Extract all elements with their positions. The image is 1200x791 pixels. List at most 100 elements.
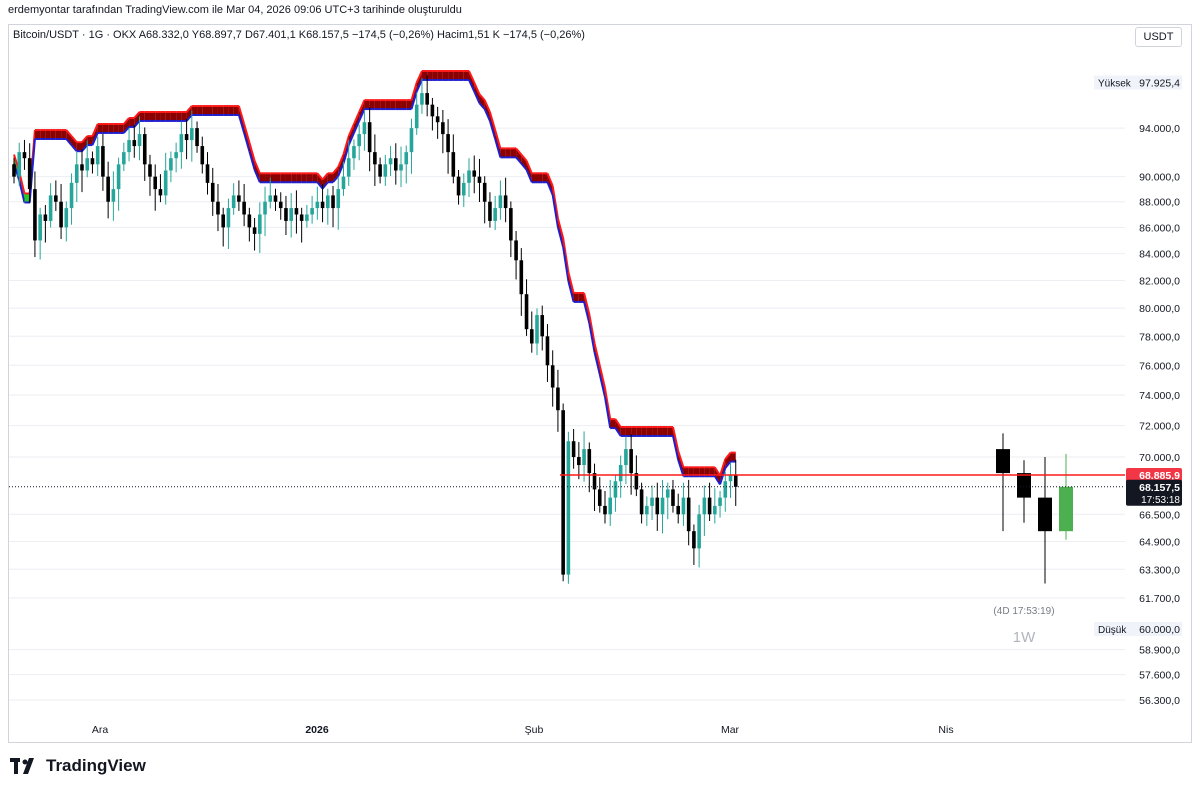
candle-body [493, 208, 497, 221]
candle-body [90, 158, 95, 165]
trend-cloud-segment [55, 130, 62, 139]
trend-cloud-segment [631, 427, 637, 436]
candle-body [153, 176, 158, 190]
trend-cloud-segment [521, 154, 527, 170]
cloud-upper-line [672, 426, 680, 452]
y-tick-label: 88.000,0 [1139, 197, 1180, 209]
candle-body [184, 134, 189, 141]
candle-body [38, 214, 42, 241]
trend-cloud-segment [385, 100, 391, 110]
cloud-lower-line [583, 301, 591, 324]
cloud-lower-line [410, 91, 418, 110]
candle-body [592, 473, 597, 490]
trend-cloud-segment [725, 452, 731, 469]
cloud-lower-line [353, 120, 361, 134]
candle-body [346, 158, 351, 177]
cloud-upper-line [358, 99, 366, 113]
candle-body [315, 201, 320, 209]
cloud-upper-line [713, 466, 721, 477]
candle-body [655, 497, 660, 515]
candle-body [430, 104, 435, 117]
trend-cloud-segment [531, 173, 537, 183]
candle-body [472, 170, 477, 177]
trend-cloud-segment [646, 427, 653, 436]
candle-body [665, 489, 670, 498]
trend-cloud-segment [510, 148, 517, 158]
candle-body [681, 497, 686, 515]
tradingview-logo[interactable]: TradingView [10, 756, 146, 776]
cloud-lower-line [468, 79, 476, 92]
candle-body [273, 195, 278, 202]
candle-body [399, 164, 403, 171]
cloud-upper-line [567, 271, 575, 294]
trend-cloud-segment [50, 130, 56, 139]
candle-body [64, 208, 69, 228]
candle-body [352, 146, 356, 159]
candle-body [582, 449, 586, 466]
cloud-upper-line [719, 458, 727, 476]
trend-cloud-segment [87, 136, 93, 146]
candle-body [74, 164, 79, 183]
trend-cloud-segment [380, 100, 386, 110]
cloud-lower-line [567, 280, 575, 303]
candle-body [660, 497, 665, 515]
trend-cloud-segment [312, 173, 318, 183]
cloud-upper-line [332, 166, 340, 174]
trend-cloud-segment [228, 106, 234, 116]
trend-cloud-segment [652, 427, 658, 436]
cloud-lower-line [248, 150, 256, 171]
trend-cloud-segment [301, 173, 307, 183]
weekly-timeframe-label: 1W [1013, 629, 1036, 646]
symbol-legend[interactable]: Bitcoin/USDT · 1G · OKX A68.332,0 Y68.89… [13, 29, 585, 41]
trend-cloud-segment [113, 123, 119, 133]
x-tick-label: 2026 [305, 724, 329, 736]
cloud-lower-line [494, 138, 502, 158]
weekly-candle-body [1017, 473, 1031, 498]
y-tick-label: 70.000,0 [1139, 452, 1180, 464]
cloud-lower-line [185, 114, 193, 122]
candle-body [692, 531, 696, 549]
candle-body [728, 474, 733, 482]
candle-body [33, 189, 37, 241]
candle-body [148, 164, 152, 177]
trend-cloud-segment [453, 70, 459, 80]
weekly-countdown: (4D 17:53:19) [993, 606, 1054, 617]
y-tick-label: 86.000,0 [1139, 222, 1180, 234]
candle-body [367, 122, 372, 153]
candle-body [639, 489, 644, 515]
trend-cloud-segment [683, 467, 689, 477]
candle-body [624, 449, 628, 466]
price-axis: 94.000,0 90.000,0 88.000,0 86.000,0 84.000,0… [1139, 123, 1180, 707]
candle-body [461, 182, 466, 196]
trend-cloud [13, 69, 736, 486]
trend-cloud-segment [500, 148, 506, 158]
currency-button[interactable]: USDT [1135, 27, 1182, 47]
candle-body [545, 336, 550, 366]
candle-body [216, 201, 220, 215]
x-tick-label: Ara [92, 724, 109, 736]
candle-body [122, 152, 126, 165]
candle-body [556, 387, 560, 411]
candle-body [524, 294, 529, 330]
weekly-candle-body [996, 449, 1010, 474]
high-label: Yüksek [1098, 78, 1132, 89]
candle-body [383, 164, 388, 177]
trend-cloud-segment [259, 173, 266, 183]
candle-body [425, 93, 429, 105]
trend-cloud-segment [108, 123, 114, 133]
y-tick-label: 57.600,0 [1139, 670, 1180, 682]
candle-body [69, 182, 74, 209]
trend-cloud-segment [437, 70, 443, 80]
candle-body [221, 214, 225, 228]
trend-cloud-segment [223, 106, 229, 116]
cloud-upper-line [525, 160, 533, 174]
cloud-lower-line [677, 459, 685, 477]
candle-body [237, 195, 241, 202]
candle-body [388, 158, 393, 165]
last-price-bg [1126, 479, 1182, 506]
candle-body [550, 365, 555, 388]
cloud-upper-line [415, 70, 423, 83]
trend-cloud-segment [406, 100, 412, 110]
chart-credit: erdemyontar tarafından TradingView.com i… [8, 4, 462, 16]
